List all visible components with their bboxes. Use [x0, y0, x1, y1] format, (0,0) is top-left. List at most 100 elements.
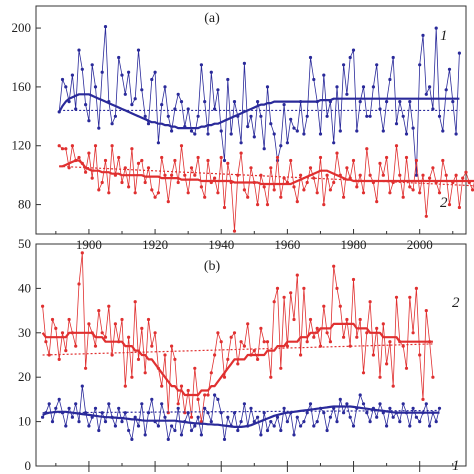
data-point: [292, 317, 296, 322]
data-point: [189, 428, 194, 433]
data-point: [262, 147, 266, 151]
data-point: [444, 88, 448, 92]
data-point: [166, 200, 170, 204]
data-point: [345, 92, 349, 96]
data-point: [361, 402, 366, 406]
data-point: [120, 420, 124, 424]
data-point: [74, 402, 78, 406]
data-point: [232, 331, 237, 335]
data-point: [213, 176, 217, 180]
data-point: [391, 384, 395, 388]
data-point: [272, 188, 276, 192]
data-point: [216, 331, 220, 335]
data-point: [302, 420, 306, 424]
data-point: [328, 188, 332, 192]
data-point: [209, 70, 213, 74]
data-point: [381, 173, 385, 177]
data-point: [87, 322, 91, 326]
data-point: [153, 331, 157, 335]
data-point: [199, 185, 203, 189]
data-point: [315, 326, 319, 330]
data-point: [130, 437, 134, 441]
data-point: [375, 63, 379, 67]
data-point: [236, 173, 240, 177]
data-point: [203, 195, 207, 199]
data-point: [203, 100, 207, 104]
data-point: [216, 191, 220, 195]
data-point: [70, 144, 74, 148]
data-point: [136, 357, 141, 361]
data-point: [206, 393, 210, 397]
data-point: [41, 415, 45, 419]
data-point: [146, 166, 151, 170]
data-point: [262, 185, 266, 189]
data-point: [332, 141, 336, 145]
data-point: [312, 77, 316, 82]
data-point: [265, 203, 270, 207]
data-point: [54, 406, 58, 410]
data-point: [196, 114, 200, 118]
data-point: [325, 173, 329, 177]
data-point: [338, 129, 342, 133]
data-point: [361, 191, 366, 195]
data-point: [444, 173, 448, 177]
data-point: [318, 155, 323, 160]
data-point: [242, 61, 246, 65]
data-point: [120, 317, 124, 322]
data-point: [130, 375, 134, 379]
data-point: [325, 114, 329, 118]
data-point: [305, 180, 309, 185]
data-point: [315, 191, 319, 195]
data-point: [332, 264, 336, 268]
data-point: [196, 415, 200, 419]
data-point: [189, 166, 194, 170]
data-point: [275, 286, 280, 290]
series-2-smoothed: [41, 322, 433, 397]
data-point: [120, 73, 124, 77]
data-point: [375, 326, 379, 330]
data-point: [242, 402, 246, 406]
data-point: [282, 295, 286, 299]
data-point: [203, 393, 207, 397]
data-point: [150, 77, 154, 82]
data-point: [348, 415, 352, 419]
data-point: [57, 357, 61, 361]
series-2-smoothed: [59, 159, 474, 186]
data-point: [252, 349, 256, 353]
data-point: [275, 155, 280, 160]
data-point: [226, 357, 230, 361]
data-point: [371, 353, 375, 357]
data-point: [322, 411, 326, 415]
data-point: [156, 424, 160, 428]
data-point: [143, 371, 147, 375]
data-point: [431, 107, 435, 111]
data-point: [269, 420, 273, 424]
data-point: [256, 100, 260, 104]
y-tick-label: 200: [12, 20, 32, 35]
data-point: [408, 424, 412, 428]
data-point: [411, 126, 415, 130]
data-point: [361, 371, 366, 375]
plot-frame: [35, 243, 467, 467]
data-point: [140, 88, 144, 92]
data-point: [292, 126, 296, 130]
data-point: [461, 176, 465, 180]
data-point: [447, 203, 452, 207]
data-point: [259, 326, 263, 330]
data-point: [318, 132, 323, 136]
data-point: [447, 67, 452, 71]
data-point: [232, 100, 237, 104]
data-point: [246, 322, 250, 326]
y-tick-label: 80: [18, 197, 31, 212]
data-point: [123, 92, 127, 96]
data-point: [160, 402, 164, 406]
data-point: [64, 147, 68, 151]
data-point: [289, 117, 293, 121]
data-point: [368, 300, 372, 304]
data-point: [394, 122, 399, 126]
data-point: [130, 103, 134, 107]
data-point: [381, 129, 385, 133]
data-point: [160, 103, 164, 107]
data-point: [67, 406, 71, 410]
data-point: [302, 286, 306, 290]
